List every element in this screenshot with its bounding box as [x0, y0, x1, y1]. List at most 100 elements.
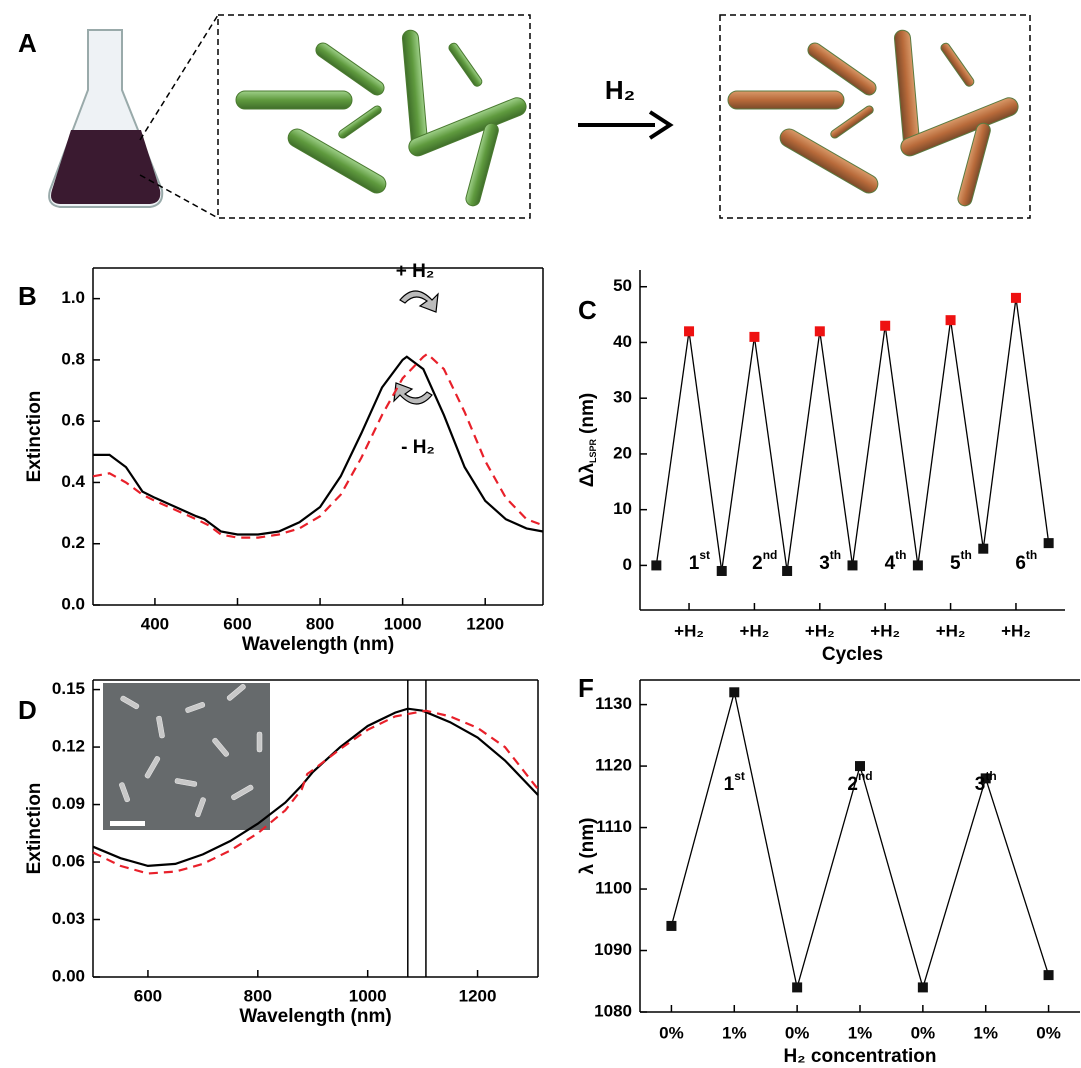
- cycle-number: 1: [689, 553, 700, 574]
- cycle-number: 2: [847, 774, 858, 795]
- y-tick-label: 0.06: [52, 852, 85, 871]
- x-tick-label: +H₂: [936, 621, 966, 640]
- y-tick-label: 30: [613, 388, 632, 407]
- cycle-suffix: th: [830, 548, 841, 562]
- cycle-label: 6th: [1015, 548, 1037, 574]
- sem-inset: [103, 683, 270, 830]
- series-line: [93, 357, 543, 535]
- y-tick-label: 0.2: [61, 533, 85, 552]
- marker: [651, 560, 661, 570]
- flask-liquid: [51, 130, 160, 204]
- y-axis-label: Extinction: [24, 391, 45, 483]
- panel-label: A: [18, 28, 37, 58]
- figure: A H₂: [0, 0, 1081, 1068]
- cycle-arrow: [400, 291, 438, 312]
- y-tick-label: 1100: [595, 879, 632, 898]
- cycle-label: 1st: [689, 548, 710, 574]
- y-tick-label: 1120: [595, 756, 632, 775]
- arrow-label: H₂: [605, 75, 635, 105]
- x-tick-label: 800: [306, 614, 334, 633]
- cycle-suffix: nd: [763, 548, 778, 562]
- cycle-number: 3: [975, 774, 986, 795]
- x-tick-label: 0%: [911, 1023, 936, 1042]
- x-tick-label: 1%: [973, 1023, 998, 1042]
- x-axis-label: Cycles: [822, 644, 883, 665]
- series-line: [671, 692, 1048, 987]
- cycle-number: 6: [1015, 553, 1026, 574]
- x-tick-label: 1%: [848, 1023, 873, 1042]
- y-tick-label: 0.15: [52, 679, 85, 698]
- x-tick-label: 0%: [659, 1023, 684, 1042]
- y-tick-label: 20: [613, 443, 632, 462]
- marker: [666, 921, 676, 931]
- x-tick-label: 1000: [384, 614, 422, 633]
- x-tick-label: +H₂: [870, 621, 900, 640]
- y-tick-label: 0: [623, 555, 632, 574]
- cycle-number: 4: [885, 553, 896, 574]
- y-tick-label: 1080: [594, 1001, 632, 1020]
- marker: [792, 982, 802, 992]
- y-axis-label: Extinction: [24, 783, 45, 875]
- marker: [913, 560, 923, 570]
- cycle-suffix: nd: [858, 769, 873, 783]
- panel-label: D: [18, 695, 37, 725]
- annotation: - H₂: [401, 437, 435, 458]
- y-axis-label: ΔλLSPR (nm): [577, 393, 598, 487]
- x-axis-label: Wavelength (nm): [239, 1006, 391, 1027]
- x-tick-label: +H₂: [805, 621, 835, 640]
- cycle-number: 2: [752, 553, 763, 574]
- x-tick-label: 1200: [466, 614, 504, 633]
- cycle-label: 2nd: [847, 769, 872, 795]
- y-tick-label: 1110: [596, 817, 632, 836]
- cycle-label: 1st: [724, 769, 745, 795]
- marker: [848, 560, 858, 570]
- y-tick-label: 1.0: [61, 288, 85, 307]
- nanorods: [236, 30, 529, 208]
- annotation: + H₂: [396, 261, 435, 282]
- marker: [918, 982, 928, 992]
- marker: [815, 326, 825, 336]
- panel-a: A H₂: [18, 15, 1030, 218]
- cycle-suffix: th: [1026, 548, 1037, 562]
- x-tick-label: 1200: [459, 986, 497, 1005]
- marker: [782, 566, 792, 576]
- cycle-label: 3th: [819, 548, 841, 574]
- y-tick-label: 0.00: [52, 966, 85, 985]
- x-tick-label: 0%: [1036, 1023, 1061, 1042]
- x-tick-label: +H₂: [674, 621, 704, 640]
- marker: [1011, 293, 1021, 303]
- cycle-arrow: [394, 383, 432, 404]
- cycle-label: 3th: [975, 769, 997, 795]
- marker: [946, 315, 956, 325]
- y-axis-label-main: Δλ: [577, 463, 598, 488]
- marker: [1044, 538, 1054, 548]
- y-tick-label: 0.4: [61, 472, 85, 491]
- x-axis-label: Wavelength (nm): [242, 634, 394, 655]
- x-tick-label: 400: [141, 614, 169, 633]
- cycle-suffix: th: [961, 548, 972, 562]
- y-tick-label: 0.8: [61, 349, 85, 368]
- panel-label: C: [578, 295, 597, 325]
- x-axis-label: H₂ concentration: [783, 1046, 936, 1067]
- y-tick-label: 0.0: [61, 594, 85, 613]
- x-tick-label: 800: [244, 986, 272, 1005]
- panel-label: F: [578, 673, 594, 703]
- cycle-label: 5th: [950, 548, 972, 574]
- panel-label: B: [18, 281, 37, 311]
- y-tick-label: 10: [613, 499, 632, 518]
- y-axis-label: λ (nm): [577, 818, 598, 875]
- marker: [729, 687, 739, 697]
- cycle-number: 5: [950, 553, 961, 574]
- cycle-number: 3: [819, 553, 830, 574]
- marker: [717, 566, 727, 576]
- y-axis-label-sub: LSPR: [588, 438, 598, 463]
- x-tick-label: 0%: [785, 1023, 810, 1042]
- y-tick-label: 50: [613, 276, 632, 295]
- x-tick-label: 1%: [722, 1023, 747, 1042]
- y-axis-label-unit: (nm): [577, 393, 598, 434]
- marker: [880, 321, 890, 331]
- series-line: [656, 298, 1048, 571]
- y-tick-label: 1130: [595, 694, 632, 713]
- cycle-suffix: st: [734, 769, 745, 783]
- series-line: [93, 354, 543, 538]
